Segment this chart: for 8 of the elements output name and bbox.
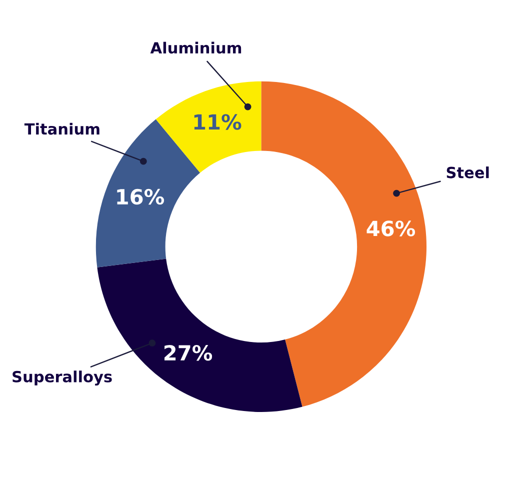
slice-label: Titanium [24, 122, 100, 135]
slice-label: Superalloys [12, 370, 112, 386]
data-label: 46% [366, 220, 416, 236]
data-label: 16% [117, 188, 164, 205]
data-label: 11% [194, 114, 242, 130]
slice-label: Steel [446, 166, 489, 178]
data-label: 27% [164, 344, 212, 361]
slice-label: Aluminium [150, 42, 242, 54]
